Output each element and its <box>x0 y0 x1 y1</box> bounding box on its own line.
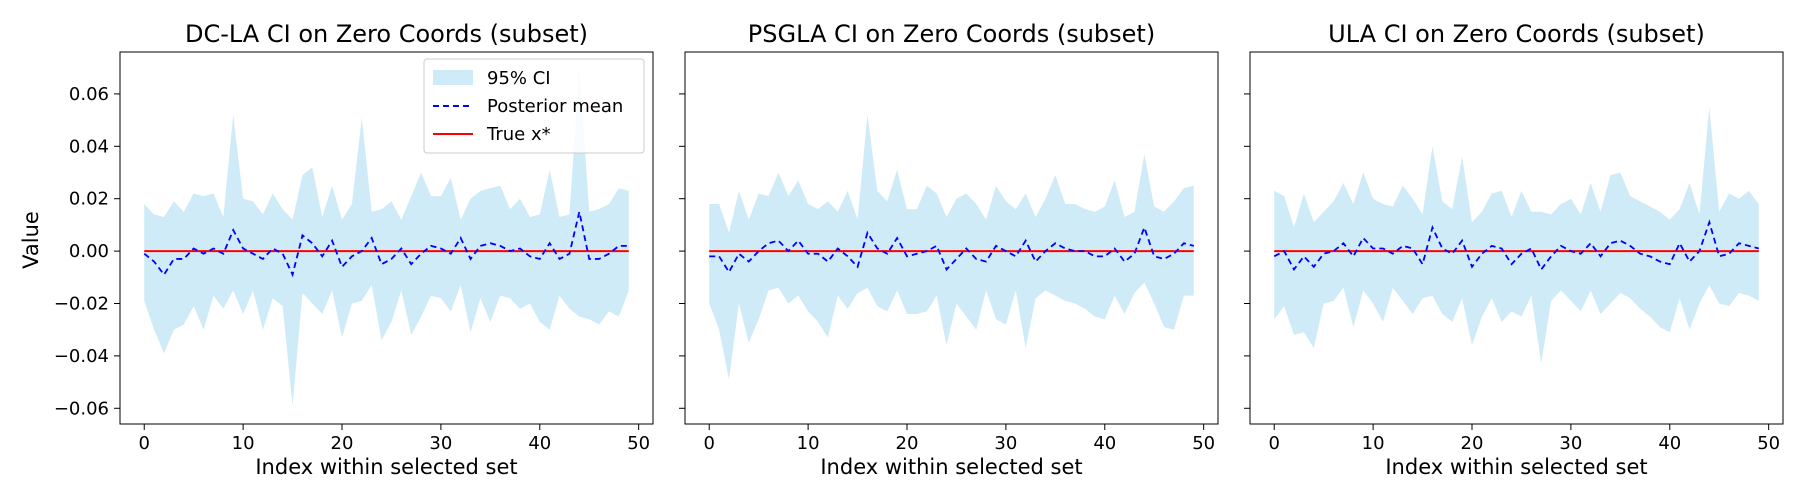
panel-title: PSGLA CI on Zero Coords (subset) <box>748 20 1155 48</box>
x-tick-label: 50 <box>1192 433 1215 454</box>
panel-1: DC-LA CI on Zero Coords (subset) 0 10 20 30 4… <box>54 20 654 479</box>
x-tick-label: 40 <box>1093 433 1116 454</box>
panel-3: ULA CI on Zero Coords (subset) 0 10 20 30 40 5… <box>1244 20 1784 479</box>
x-tick-label: 50 <box>627 433 650 454</box>
x-tick-label: 20 <box>331 433 354 454</box>
legend-true-label: True x* <box>486 124 551 145</box>
legend: 95% CI Posterior mean True x* <box>423 58 645 154</box>
legend-ci-label: 95% CI <box>487 68 551 89</box>
axes-frame <box>1249 51 1784 425</box>
x-tick-label: 10 <box>1362 433 1385 454</box>
y-axis-label: Value <box>19 211 43 269</box>
y-tick-label: 0.02 <box>69 189 109 210</box>
x-tick-label: 10 <box>797 433 820 454</box>
y-tick-label: 0.00 <box>69 241 109 262</box>
ci-band <box>709 114 1194 380</box>
x-tick-label: 30 <box>994 433 1017 454</box>
posterior-mean-line <box>1273 219 1760 272</box>
legend-mean-label: Posterior mean <box>487 96 623 117</box>
axes-frame <box>684 51 1219 425</box>
y-tick-label: −0.04 <box>54 346 109 367</box>
panel-title: ULA CI on Zero Coords (subset) <box>1328 20 1705 48</box>
x-tick-label: 10 <box>232 433 255 454</box>
x-axis-label: Index within selected set <box>820 455 1082 479</box>
x-tick-label: 40 <box>1658 433 1681 454</box>
ci-band <box>1274 107 1759 364</box>
y-tick-label: −0.02 <box>54 293 109 314</box>
x-tick-label: 0 <box>139 433 150 454</box>
legend-frame <box>423 58 645 154</box>
axes-frame <box>119 51 654 425</box>
panel-title: DC-LA CI on Zero Coords (subset) <box>185 20 588 48</box>
x-axis-label: Index within selected set <box>1385 455 1647 479</box>
legend-ci-swatch <box>433 70 473 85</box>
y-tick-label: 0.04 <box>69 136 109 157</box>
x-tick-label: 0 <box>704 433 715 454</box>
x-tick-label: 20 <box>896 433 919 454</box>
x-tick-label: 0 <box>1269 433 1280 454</box>
x-tick-label: 20 <box>1461 433 1484 454</box>
x-tick-label: 30 <box>429 433 452 454</box>
x-axis-label: Index within selected set <box>255 455 517 479</box>
ci-band <box>144 67 629 406</box>
y-tick-label: −0.06 <box>54 398 109 419</box>
panel-2: PSGLA CI on Zero Coords (subset) 0 10 20 30 4… <box>679 20 1219 479</box>
x-tick-label: 50 <box>1757 433 1780 454</box>
posterior-mean-line <box>143 211 629 278</box>
x-tick-label: 30 <box>1559 433 1582 454</box>
y-tick-label: 0.06 <box>69 84 109 105</box>
x-tick-label: 40 <box>528 433 551 454</box>
